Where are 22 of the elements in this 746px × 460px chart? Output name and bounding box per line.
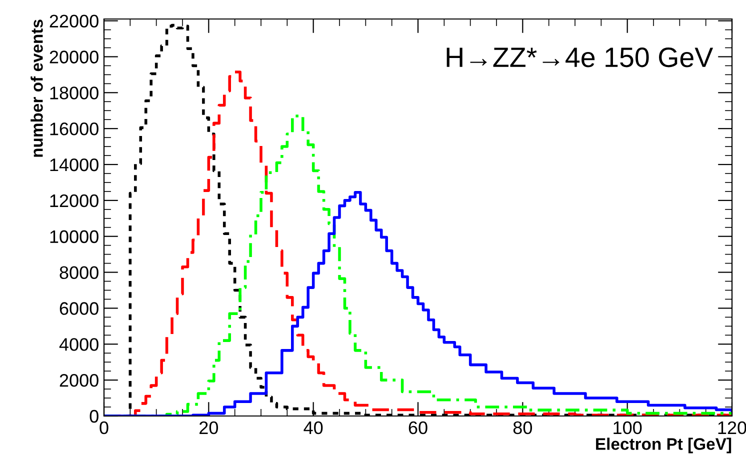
x-tick-label: 120	[718, 421, 746, 434]
y-tick-label: 4000	[59, 338, 98, 351]
annotation: H→ZZ*→4e 150 GeV	[446, 48, 714, 68]
x-tick-label: 60	[408, 421, 428, 434]
x-tick-label: 20	[200, 421, 218, 434]
y-tick-label: 16000	[50, 122, 98, 136]
x-tick-label: 100	[614, 421, 642, 434]
y-tick-label: 20000	[50, 50, 98, 64]
y-tick-label: 14000	[50, 158, 98, 172]
y-axis-title: number of events	[30, 20, 43, 157]
y-tick-label: 10000	[50, 230, 98, 244]
y-tick-label: 2000	[60, 374, 98, 387]
y-tick-label: 0	[90, 410, 98, 423]
x-tick-label: 80	[513, 421, 532, 434]
x-tick-label: 0	[100, 421, 108, 434]
x-axis-title: Electron Pt [GeV]	[596, 438, 732, 454]
x-tick-label: 40	[304, 421, 323, 434]
y-tick-label: 22000	[50, 14, 98, 28]
y-tick-label: 6000	[60, 302, 98, 315]
y-tick-label: 12000	[50, 194, 98, 208]
y-tick-label: 18000	[50, 86, 98, 100]
y-tick-label: 8000	[60, 266, 98, 280]
